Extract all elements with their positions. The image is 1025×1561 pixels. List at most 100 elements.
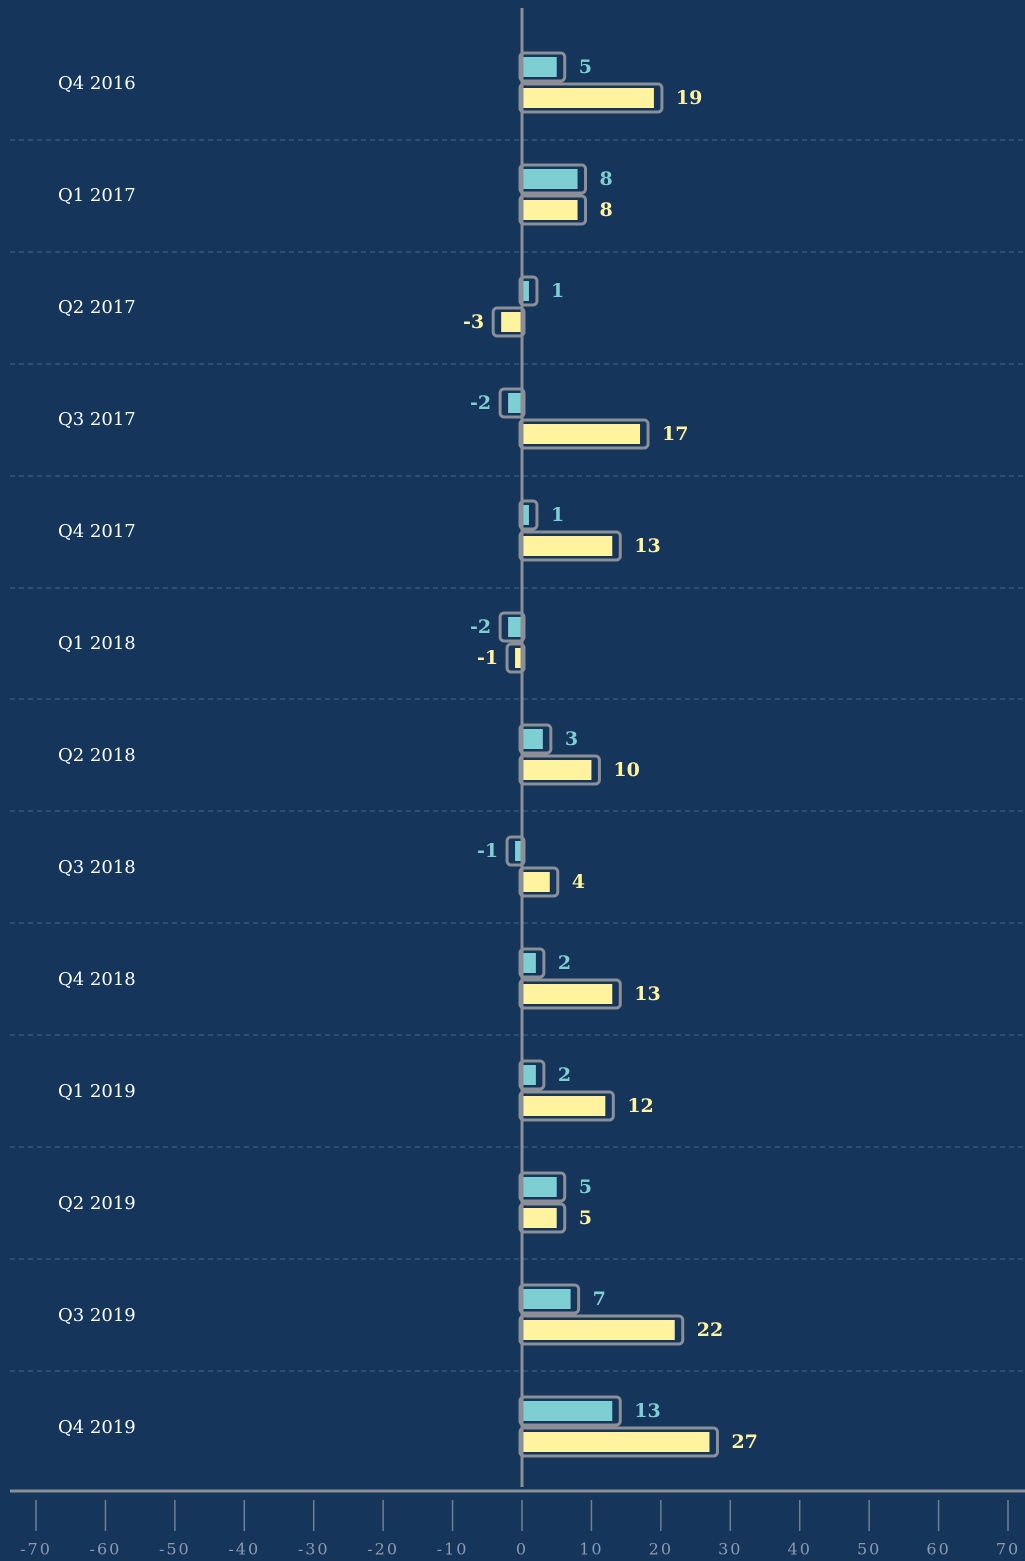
bar-outline xyxy=(491,306,526,338)
value-label: 3 xyxy=(565,728,578,750)
x-tick-label: 70 xyxy=(996,1540,1020,1559)
x-tick-label: 50 xyxy=(857,1540,881,1559)
bar xyxy=(522,57,557,77)
value-label: 13 xyxy=(634,983,660,1005)
x-tick-label: 40 xyxy=(788,1540,812,1559)
bar xyxy=(522,169,578,189)
x-tick-label: 60 xyxy=(926,1540,950,1559)
value-label: 13 xyxy=(634,1400,660,1422)
x-tick-label: -50 xyxy=(159,1540,191,1559)
x-tick-label: 0 xyxy=(516,1540,528,1559)
x-tick-label: 20 xyxy=(649,1540,673,1559)
bar xyxy=(522,953,536,973)
value-label: 27 xyxy=(731,1431,757,1453)
value-label: 17 xyxy=(662,423,688,445)
value-label: -1 xyxy=(477,840,498,862)
category-label: Q2 2017 xyxy=(58,297,136,318)
bar-outline xyxy=(505,642,526,674)
category-label: Q4 2019 xyxy=(58,1417,136,1438)
bar xyxy=(522,872,550,892)
bar-outline xyxy=(518,866,560,898)
bar-outline xyxy=(498,387,526,419)
value-label: 8 xyxy=(600,199,613,221)
category-label: Q1 2018 xyxy=(58,633,136,654)
category-label: Q4 2016 xyxy=(58,73,136,94)
bar xyxy=(522,505,529,525)
category-label: Q2 2018 xyxy=(58,745,136,766)
x-tick-label: -30 xyxy=(298,1540,330,1559)
bar xyxy=(522,760,592,780)
value-label: 12 xyxy=(627,1095,653,1117)
bar xyxy=(515,841,522,861)
bar xyxy=(522,1320,675,1340)
bar-outline xyxy=(518,1202,567,1234)
bar xyxy=(522,984,613,1004)
bar xyxy=(522,1401,613,1421)
category-label: Q1 2019 xyxy=(58,1081,136,1102)
category-label: Q1 2017 xyxy=(58,185,136,206)
x-tick-label: 30 xyxy=(718,1540,742,1559)
bar xyxy=(508,617,522,637)
value-label: 2 xyxy=(558,952,571,974)
bar xyxy=(522,1065,536,1085)
bar-outline xyxy=(518,418,650,450)
bar xyxy=(515,648,522,668)
bar xyxy=(522,1177,557,1197)
bar xyxy=(501,312,522,332)
bar xyxy=(522,536,613,556)
bar-outline xyxy=(518,1314,685,1346)
x-tick-label: -20 xyxy=(367,1540,399,1559)
bar-outline xyxy=(518,978,622,1010)
bar-outline xyxy=(518,1090,615,1122)
category-label: Q3 2017 xyxy=(58,409,136,430)
bar xyxy=(522,729,543,749)
bar-outline xyxy=(518,163,588,195)
category-label: Q3 2018 xyxy=(58,857,136,878)
value-label: 13 xyxy=(634,535,660,557)
bar-outline xyxy=(518,51,567,83)
value-label: -3 xyxy=(463,311,484,333)
category-label: Q3 2019 xyxy=(58,1305,136,1326)
x-tick-label: -40 xyxy=(228,1540,260,1559)
bar-outline xyxy=(518,530,622,562)
bar-outline xyxy=(518,275,539,307)
value-label: 5 xyxy=(579,56,592,78)
bar-outline xyxy=(518,1283,581,1315)
bar-outline xyxy=(518,947,546,979)
bar xyxy=(522,281,529,301)
bar-outline xyxy=(518,1395,622,1427)
value-label: 7 xyxy=(593,1288,606,1310)
value-label: 19 xyxy=(676,87,702,109)
value-label: 1 xyxy=(551,504,564,526)
value-label: 22 xyxy=(697,1319,723,1341)
value-label: -1 xyxy=(477,647,498,669)
bar xyxy=(522,1208,557,1228)
bar-outline xyxy=(505,835,526,867)
bar-outline xyxy=(518,1171,567,1203)
value-label: 10 xyxy=(613,759,639,781)
bar-outline xyxy=(518,82,664,114)
bar-outline xyxy=(518,723,553,755)
value-label: -2 xyxy=(470,392,491,414)
bar xyxy=(522,200,578,220)
bar-outline xyxy=(518,1059,546,1091)
bar xyxy=(522,1096,606,1116)
x-tick-label: -60 xyxy=(90,1540,122,1559)
bar-outline xyxy=(518,499,539,531)
value-label: 4 xyxy=(572,871,585,893)
bar xyxy=(522,88,654,108)
value-label: 5 xyxy=(579,1207,592,1229)
x-tick-label: 10 xyxy=(579,1540,603,1559)
bar xyxy=(522,1432,710,1452)
value-label: 5 xyxy=(579,1176,592,1198)
category-label: Q4 2018 xyxy=(58,969,136,990)
value-label: 8 xyxy=(600,168,613,190)
bar-outline xyxy=(518,1426,719,1458)
bar xyxy=(508,393,522,413)
value-label: 2 xyxy=(558,1064,571,1086)
category-label: Q4 2017 xyxy=(58,521,136,542)
bar xyxy=(522,424,641,444)
bar-outline xyxy=(518,194,588,226)
